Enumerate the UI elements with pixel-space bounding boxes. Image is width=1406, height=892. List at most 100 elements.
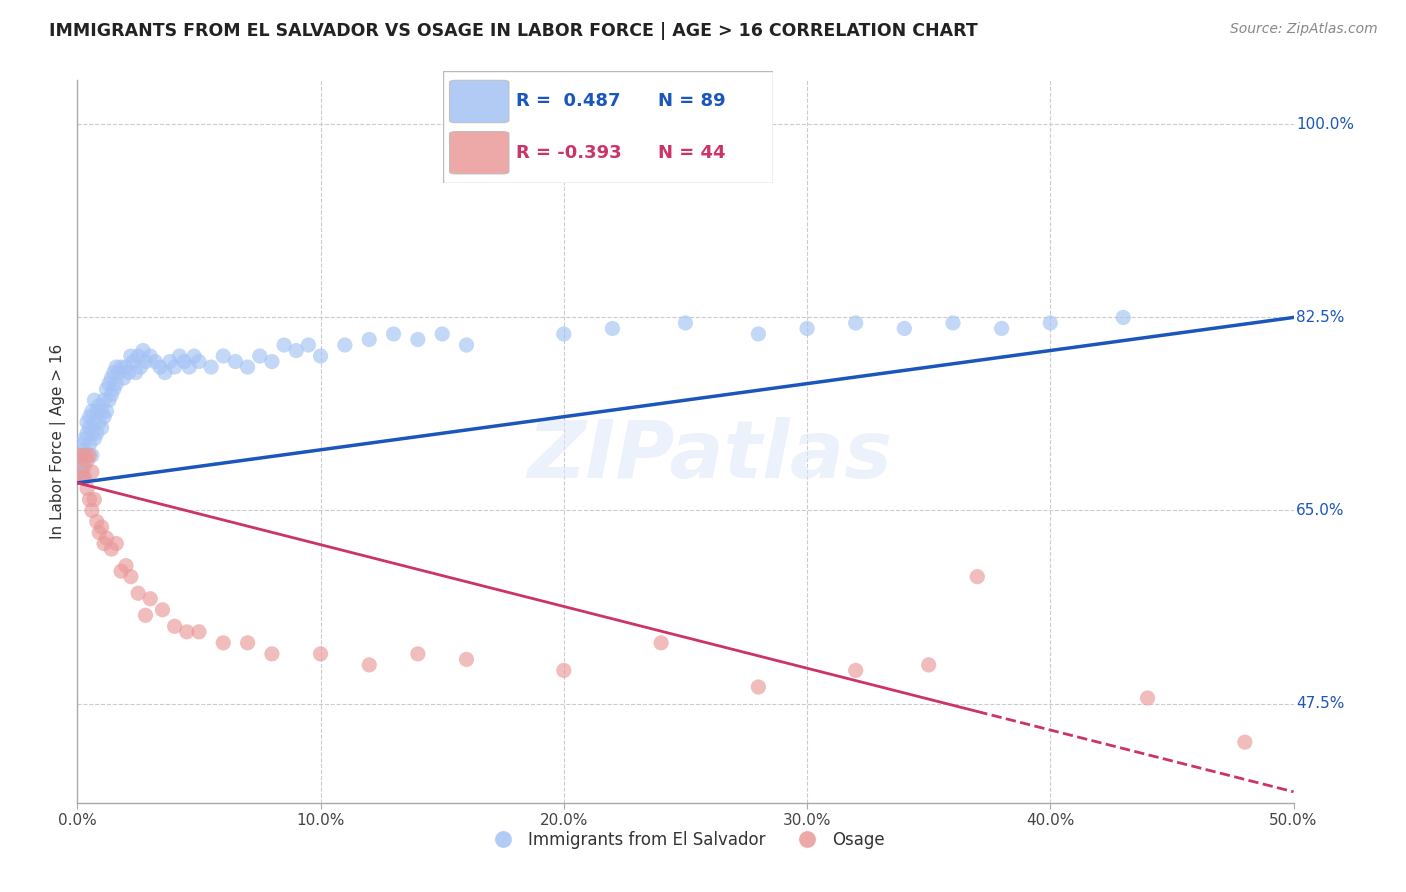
FancyBboxPatch shape (443, 71, 773, 183)
Point (73, 432, 96, 446)
Point (224, 354, 246, 368)
Point (122, 354, 145, 368)
Point (96, 404, 118, 418)
Text: 65.0%: 65.0% (1296, 503, 1344, 518)
Point (89, 525, 111, 540)
FancyBboxPatch shape (450, 132, 509, 174)
Point (918, 657, 941, 672)
Point (90, 520, 112, 534)
Point (70, 448, 93, 462)
Point (309, 647, 332, 661)
Point (93, 409, 115, 424)
Point (96, 531, 118, 545)
Point (845, 316, 868, 330)
Point (179, 360, 201, 375)
Point (382, 326, 405, 341)
Point (796, 321, 818, 335)
Point (107, 366, 129, 380)
Text: 82.5%: 82.5% (1296, 310, 1344, 325)
Point (139, 349, 162, 363)
Point (163, 360, 186, 375)
Point (69, 454, 91, 468)
Point (76, 415, 98, 429)
Point (105, 376, 128, 391)
Point (100, 387, 122, 401)
Point (120, 569, 142, 583)
Point (100, 542, 122, 557)
Point (333, 338, 356, 352)
Point (1112, 310, 1135, 325)
Point (117, 366, 139, 380)
Point (110, 564, 132, 578)
Point (747, 680, 769, 694)
Point (249, 349, 271, 363)
Point (76, 454, 98, 468)
Point (236, 360, 259, 375)
Point (83, 492, 105, 507)
Point (942, 316, 965, 330)
Point (127, 586, 149, 600)
Point (260, 647, 283, 661)
Point (176, 624, 198, 639)
Point (143, 354, 166, 368)
Point (112, 371, 135, 385)
Point (79, 421, 101, 435)
Point (73, 442, 96, 457)
Point (89, 415, 111, 429)
Point (103, 382, 125, 396)
Point (79, 492, 101, 507)
Point (456, 338, 478, 352)
Point (152, 603, 174, 617)
Text: IMMIGRANTS FROM EL SALVADOR VS OSAGE IN LABOR FORCE | AGE > 16 CORRELATION CHART: IMMIGRANTS FROM EL SALVADOR VS OSAGE IN … (49, 22, 979, 40)
Point (602, 321, 624, 335)
Point (79, 409, 101, 424)
Point (163, 619, 186, 633)
Point (79, 448, 101, 462)
Point (115, 558, 138, 573)
Point (86, 404, 108, 418)
Point (188, 354, 211, 368)
Point (212, 349, 235, 363)
Point (83, 393, 105, 408)
Point (456, 652, 478, 666)
Point (675, 316, 697, 330)
Point (97, 376, 120, 391)
Point (297, 338, 319, 352)
Point (893, 321, 915, 335)
Text: N = 44: N = 44 (658, 144, 725, 161)
Point (359, 333, 381, 347)
Point (285, 343, 308, 358)
Point (183, 349, 205, 363)
Point (69, 470, 91, 484)
Point (260, 354, 283, 368)
Point (169, 349, 191, 363)
Point (309, 349, 332, 363)
Point (120, 349, 142, 363)
Point (97, 393, 120, 408)
Point (105, 360, 128, 375)
Point (103, 366, 125, 380)
Point (76, 426, 98, 441)
Point (359, 657, 381, 672)
Point (76, 448, 98, 462)
Point (173, 354, 195, 368)
Point (650, 636, 672, 650)
Point (70, 470, 93, 484)
Point (96, 382, 118, 396)
Point (1136, 691, 1159, 706)
Point (70, 459, 93, 474)
Point (110, 360, 132, 375)
Point (76, 482, 98, 496)
Point (80, 448, 103, 462)
Point (80, 503, 103, 517)
Text: R = -0.393: R = -0.393 (516, 144, 621, 161)
Point (132, 343, 155, 358)
Text: ZIPatlas: ZIPatlas (527, 417, 893, 495)
Point (134, 354, 156, 368)
Legend: Immigrants from El Salvador, Osage: Immigrants from El Salvador, Osage (479, 824, 891, 856)
Point (159, 354, 181, 368)
Point (86, 426, 108, 441)
Point (73, 470, 96, 484)
Point (236, 636, 259, 650)
Point (990, 321, 1012, 335)
